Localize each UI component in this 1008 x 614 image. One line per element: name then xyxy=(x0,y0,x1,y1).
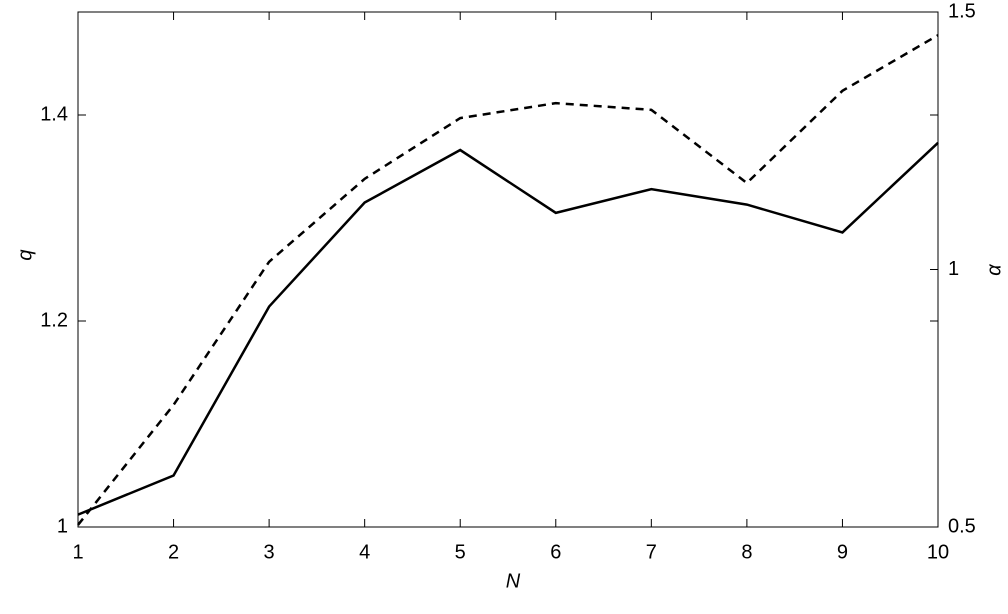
y-tick-label: 1 xyxy=(57,515,68,537)
x-tick-label: 5 xyxy=(455,541,466,563)
x-tick-label: 4 xyxy=(359,541,370,563)
y2-axis-label: α xyxy=(983,264,1005,276)
x-tick-label: 7 xyxy=(646,541,657,563)
data-line xyxy=(77,34,939,526)
y-tick-label: 1.4 xyxy=(40,103,68,125)
x-tick-label: 3 xyxy=(264,541,275,563)
y2-tick-label: 1 xyxy=(948,258,959,280)
x-tick-label: 6 xyxy=(550,541,561,563)
y-axis-label: q xyxy=(14,249,36,260)
x-tick-label: 8 xyxy=(741,541,752,563)
x-axis-label: N xyxy=(506,570,521,592)
y2-tick-label: 1.5 xyxy=(948,0,976,22)
x-tick-label: 9 xyxy=(837,541,848,563)
y-tick-label: 1.2 xyxy=(40,309,68,331)
y2-tick-label: 0.5 xyxy=(948,515,976,537)
x-tick-label: 1 xyxy=(72,541,83,563)
data-line xyxy=(77,141,939,516)
plot-frame xyxy=(77,11,939,528)
x-tick-label: 2 xyxy=(168,541,179,563)
x-tick-label: 10 xyxy=(927,541,949,563)
